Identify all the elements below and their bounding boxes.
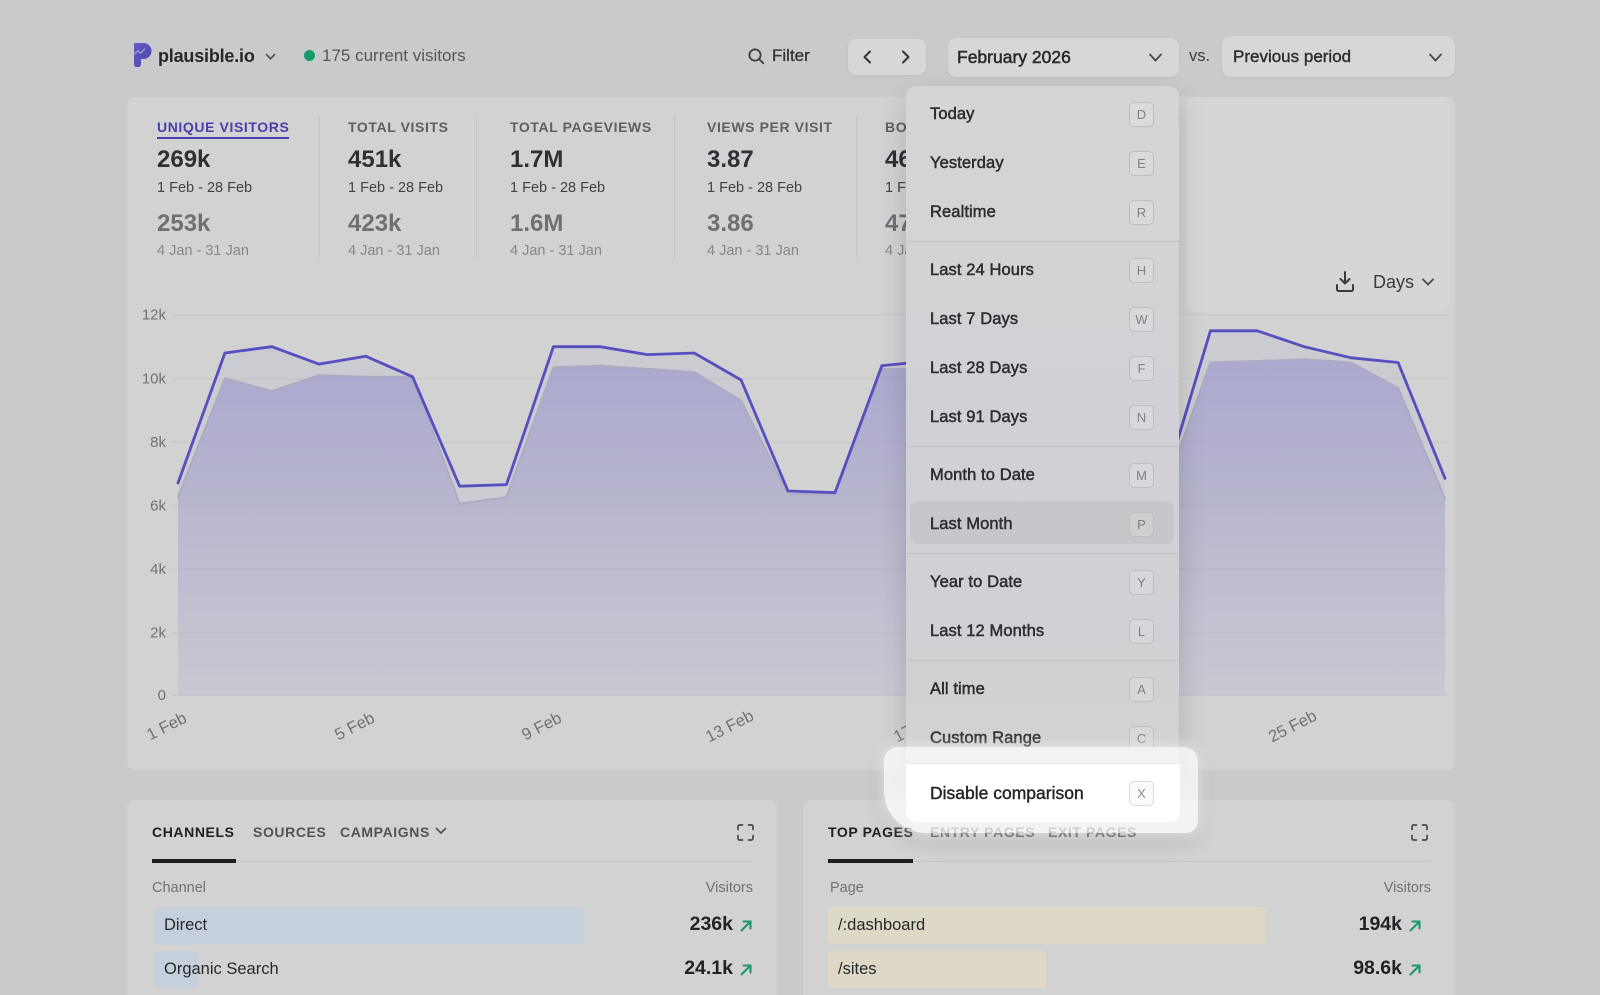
svg-text:4k: 4k: [150, 561, 166, 578]
svg-text:10k: 10k: [142, 370, 167, 387]
svg-text:25 Feb: 25 Feb: [1266, 707, 1320, 746]
svg-text:13 Feb: 13 Feb: [703, 707, 757, 746]
svg-text:2k: 2k: [150, 624, 166, 641]
svg-text:8k: 8k: [150, 434, 166, 451]
svg-text:1 Feb: 1 Feb: [144, 709, 190, 744]
svg-text:9 Feb: 9 Feb: [519, 709, 565, 744]
svg-text:6k: 6k: [150, 497, 166, 514]
svg-text:0: 0: [158, 687, 166, 704]
svg-text:5 Feb: 5 Feb: [332, 709, 378, 744]
svg-text:12k: 12k: [142, 307, 167, 324]
